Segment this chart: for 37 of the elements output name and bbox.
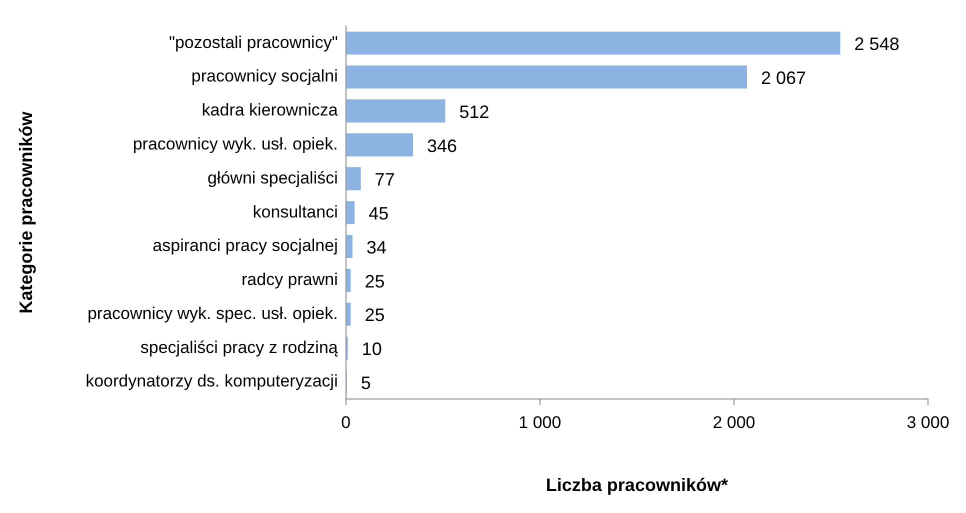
y-tick-label: koordynatorzy ds. komputeryzacji bbox=[86, 372, 338, 391]
x-tick-label: 2 000 bbox=[712, 412, 756, 432]
data-label: 25 bbox=[364, 271, 385, 292]
x-axis-title: Liczba pracowników* bbox=[546, 475, 728, 496]
y-tick-label: aspiranci pracy socjalnej bbox=[152, 236, 338, 256]
bar bbox=[346, 133, 414, 156]
bar bbox=[346, 302, 351, 326]
y-tick-label: konsultanci bbox=[252, 202, 338, 222]
data-label: 45 bbox=[368, 204, 389, 224]
bar bbox=[346, 66, 747, 89]
x-tick-label: 0 bbox=[341, 412, 351, 432]
x-tick-label: 3 000 bbox=[906, 412, 950, 432]
data-label: 5 bbox=[360, 373, 371, 394]
bar bbox=[346, 167, 361, 190]
bar bbox=[346, 234, 352, 258]
data-label: 77 bbox=[374, 170, 395, 190]
y-tick-label: kadra kierownicza bbox=[202, 100, 338, 120]
data-label: 10 bbox=[362, 339, 382, 360]
y-tick-label: specjaliści pracy z rodziną bbox=[140, 338, 338, 357]
bar bbox=[346, 268, 351, 292]
y-axis-title: Kategorie pracowników bbox=[16, 110, 36, 314]
data-label: 512 bbox=[459, 102, 490, 122]
data-label: 25 bbox=[364, 305, 385, 326]
x-tick-label: 1 000 bbox=[518, 412, 562, 432]
y-tick-label: główni specjaliści bbox=[207, 168, 338, 188]
bar bbox=[346, 99, 446, 122]
data-label: 2 548 bbox=[854, 34, 900, 54]
y-tick-label: radcy prawni bbox=[241, 270, 338, 290]
data-label: 2 067 bbox=[760, 68, 806, 88]
y-tick-label: "pozostali pracownicy" bbox=[168, 32, 338, 52]
bar bbox=[346, 32, 840, 55]
y-tick-label: pracownicy socjalni bbox=[191, 66, 338, 86]
y-tick-label: pracownicy wyk. spec. usł. opiek. bbox=[87, 304, 338, 323]
data-label: 34 bbox=[366, 237, 386, 258]
data-label: 346 bbox=[427, 136, 458, 156]
bar bbox=[346, 201, 355, 224]
y-tick-label: pracownicy wyk. usł. opiek. bbox=[132, 134, 338, 154]
